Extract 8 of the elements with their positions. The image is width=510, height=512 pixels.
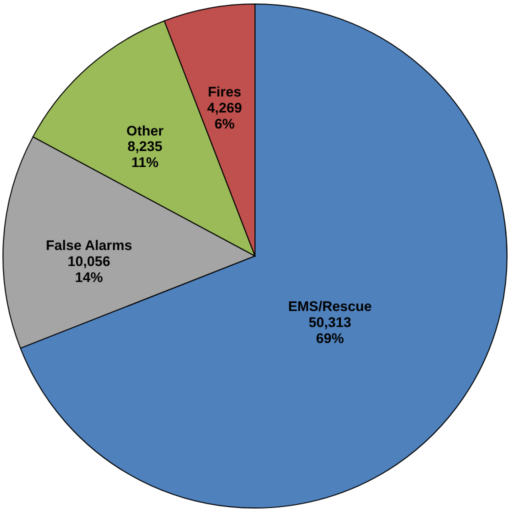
slice-label: Fires	[208, 83, 242, 100]
data-label: 50,313 69%	[308, 314, 352, 346]
slice-label: EMS/Rescue	[288, 298, 372, 314]
slice-label: Other	[126, 122, 164, 138]
data-label: 8,235 11%	[127, 138, 163, 170]
data-label: 10,056 14%	[68, 253, 111, 286]
data-label: 4,269 6%	[207, 99, 242, 132]
slice-label: False Alarms	[46, 237, 132, 254]
